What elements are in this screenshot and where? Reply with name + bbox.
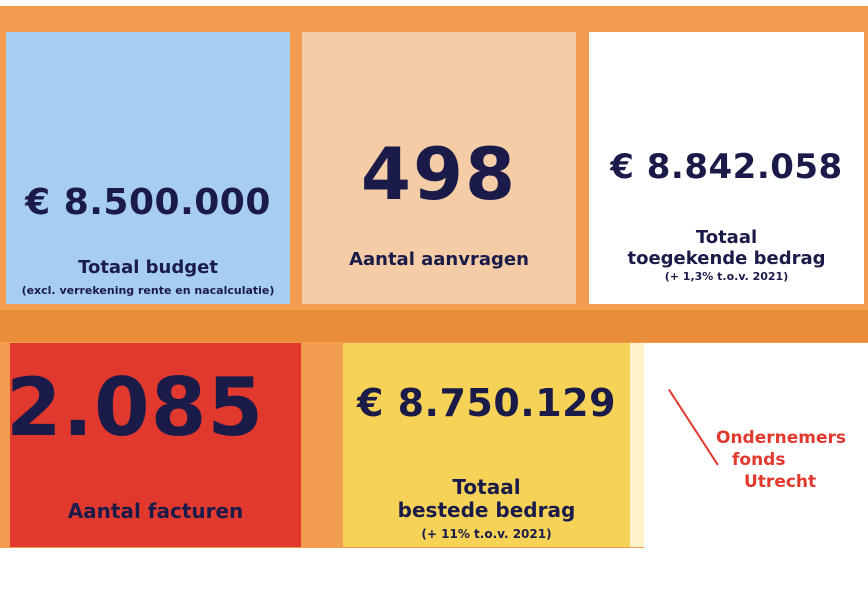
granted-label-line1: Totaal bbox=[695, 227, 758, 248]
spent-label: Totaal bestede bedrag bbox=[343, 476, 630, 522]
granted-label: Totaal toegekende bedrag bbox=[589, 227, 864, 269]
granted-note: (+ 1,3% t.o.v. 2021) bbox=[664, 270, 789, 283]
logo-panel bbox=[644, 343, 868, 548]
granted-amount-tile: € 8.842.058 Totaal toegekende bedrag (+ … bbox=[589, 32, 864, 304]
logo-text-line3: Utrecht bbox=[744, 472, 817, 492]
granted-amount: € 8.842.058 bbox=[610, 147, 843, 187]
total-budget-amount: € 8.500.000 bbox=[25, 182, 271, 223]
spent-note: (+ 11% t.o.v. 2021) bbox=[421, 527, 552, 541]
ondernemersfonds-logo: Ondernemers fonds Utrecht bbox=[668, 388, 863, 498]
spent-tile-edge bbox=[630, 343, 644, 547]
invoices-count: 2.085 bbox=[6, 361, 265, 454]
invoices-label: Aantal facturen bbox=[67, 499, 244, 523]
logo-text-line1: Ondernemers bbox=[716, 428, 847, 448]
invoices-count-tile: 2.085 Aantal facturen bbox=[6, 343, 301, 547]
spent-amount-tile: € 8.750.129 Totaal bestede bedrag (+ 11%… bbox=[343, 343, 630, 547]
total-budget-note: (excl. verrekening rente en nacalculatie… bbox=[21, 284, 275, 297]
total-budget-tile: € 8.500.000 Totaal budget (excl. verreke… bbox=[6, 32, 290, 304]
logo-slash-line bbox=[668, 388, 719, 466]
spent-label-line2: bestede bedrag bbox=[397, 498, 576, 522]
applications-count-tile: 498 Aantal aanvragen bbox=[302, 32, 576, 304]
orange-divider-band bbox=[0, 310, 868, 342]
logo-text-line2: fonds bbox=[732, 450, 786, 470]
applications-label: Aantal aanvragen bbox=[349, 249, 529, 270]
spent-label-line1: Totaal bbox=[452, 475, 521, 499]
applications-count: 498 bbox=[360, 132, 518, 216]
granted-label-line2: toegekende bedrag bbox=[627, 247, 826, 269]
spent-amount: € 8.750.129 bbox=[356, 381, 617, 425]
total-budget-label: Totaal budget bbox=[78, 257, 218, 278]
